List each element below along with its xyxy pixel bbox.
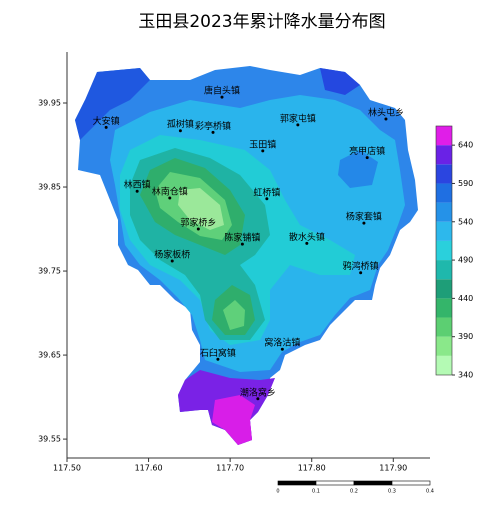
colorbar-bin <box>436 317 452 337</box>
town-label: 散水头镇 <box>289 231 325 243</box>
town-label: 亮甲店镇 <box>349 145 385 157</box>
town-label: 玉田镇 <box>249 138 276 150</box>
x-tick-label: 117.70 <box>216 464 244 473</box>
colorbar-tick-label: 590 <box>458 179 473 188</box>
town-dot <box>168 196 172 200</box>
town-label: 林头屯乡 <box>368 106 404 118</box>
colorbar-bin <box>436 260 452 280</box>
town-dot <box>256 397 260 401</box>
town-dot <box>220 95 224 99</box>
y-tick-label: 39.85 <box>38 183 61 192</box>
dynamic-layer: 117.50 117.60 117.70 117.80 117.90 39.95 39.85… <box>38 85 473 495</box>
scale-bar-segment <box>315 480 355 486</box>
town-dot <box>359 271 363 275</box>
colorbar-bin <box>436 298 452 318</box>
y-tick-label: 39.55 <box>38 435 61 444</box>
town-dot <box>305 241 309 245</box>
colorbar-bin <box>436 279 452 299</box>
town-label: 彩亭桥镇 <box>195 120 231 132</box>
town-dot <box>196 227 200 231</box>
x-tick-label: 117.50 <box>53 464 81 473</box>
x-tick-label: 117.60 <box>135 464 163 473</box>
town-label: 大安镇 <box>93 115 120 127</box>
town-label: 窝洛沽镇 <box>264 337 300 349</box>
town-dot <box>362 221 366 225</box>
colorbar-bin <box>436 221 452 241</box>
colorbar-tick-label: 640 <box>458 141 473 150</box>
town-label: 虹桥镇 <box>253 186 280 198</box>
scale-bar-label: 0.2 <box>350 489 358 495</box>
colorbar-bin <box>436 183 452 203</box>
colorbar-bin <box>436 126 452 146</box>
map-title: 玉田县2023年累计降水量分布图 <box>138 12 385 32</box>
town-label: 唐自头镇 <box>204 85 240 97</box>
x-tick-label: 117.90 <box>379 464 407 473</box>
town-dot <box>170 259 174 263</box>
town-dot <box>296 123 300 127</box>
colorbar-bin <box>436 336 452 356</box>
scale-bar-segment <box>391 480 431 486</box>
scale-bar-label: 0.3 <box>388 489 396 495</box>
colorbar-bin <box>436 355 452 375</box>
town-dot <box>240 242 244 246</box>
colorbar-bin <box>436 240 452 261</box>
town-label: 郭家屯镇 <box>280 112 316 124</box>
town-label: 郭家桥乡 <box>180 217 216 229</box>
town-dot <box>104 125 108 129</box>
scale-bar-label: 0.4 <box>426 489 434 495</box>
colorbar-tick-label: 440 <box>458 294 473 303</box>
colorbar-tick-label: 340 <box>458 371 473 380</box>
town-dot <box>178 129 182 133</box>
town-dot <box>216 357 220 361</box>
town-label: 石臼窝镇 <box>200 347 236 359</box>
town-label: 杨家套镇 <box>346 211 382 223</box>
town-label: 陈家铺镇 <box>224 232 260 244</box>
town-label: 林南仓镇 <box>152 185 188 197</box>
town-label: 潮洛窝乡 <box>240 386 276 398</box>
colorbar-tick-label: 490 <box>458 256 473 265</box>
y-tick-label: 39.75 <box>38 267 61 276</box>
scale-bar-segment <box>277 480 317 486</box>
town-dot <box>265 197 269 201</box>
colorbar-bin <box>436 164 452 184</box>
y-tick-label: 39.95 <box>38 99 61 108</box>
x-tick-label: 117.80 <box>298 464 326 473</box>
town-dot <box>261 149 265 153</box>
precipitation-fill <box>75 66 418 445</box>
scale-bar-label: 0.1 <box>312 489 320 495</box>
town-dot <box>280 347 284 351</box>
town-label: 杨家板桥 <box>154 248 190 260</box>
colorbar-frame <box>435 125 453 376</box>
colorbar-bin <box>436 202 452 222</box>
scale-bar-segment <box>353 480 393 486</box>
colorbar-tick-label: 390 <box>458 332 473 341</box>
town-dot <box>365 156 369 160</box>
scale-bar-label: 0 <box>276 489 279 495</box>
colorbar-tick-label: 540 <box>458 217 473 226</box>
colorbar-bin <box>436 145 452 165</box>
town-dot <box>135 189 139 193</box>
town-dot <box>211 130 215 134</box>
town-label: 鸦鸿桥镇 <box>343 260 379 272</box>
town-label: 林西镇 <box>124 179 151 191</box>
town-label: 孤树镇 <box>167 118 194 130</box>
y-tick-label: 39.65 <box>38 351 61 360</box>
town-dot <box>384 117 388 121</box>
